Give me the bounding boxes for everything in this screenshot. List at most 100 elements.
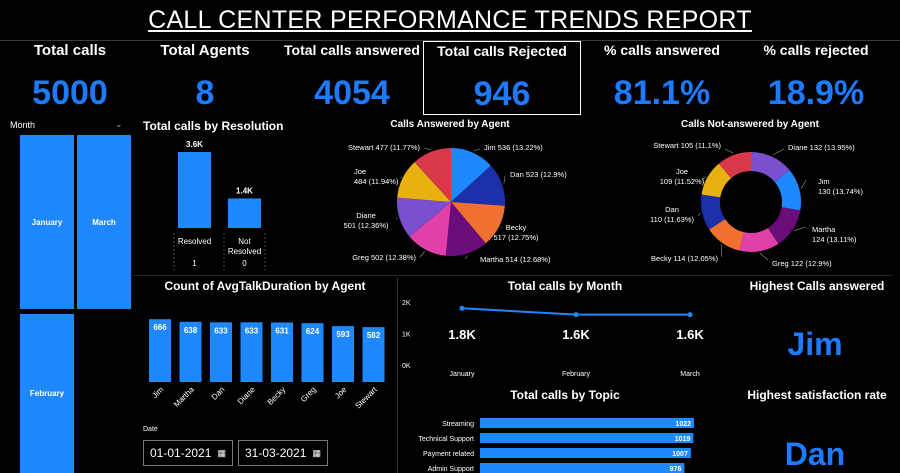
slice-label: 109 (11.52%)	[660, 177, 705, 186]
data-label: 1007	[672, 451, 688, 458]
pie-slice-becky	[709, 219, 744, 251]
category-label: Streaming	[442, 421, 474, 428]
kpi-label: Total calls	[33, 42, 107, 59]
calendar-icon[interactable]: ▦	[217, 447, 226, 458]
slice-label: Diane	[356, 211, 376, 220]
data-label: 976	[670, 466, 682, 473]
pie-slice-greg	[739, 227, 779, 252]
leader-line	[772, 148, 785, 156]
data-label: 1.8K	[448, 327, 476, 342]
data-label: 1022	[675, 421, 691, 428]
slice-label: Stewart 105 (11.1%)	[653, 141, 721, 150]
start-date-field[interactable]: 01-01-2021 ▦	[143, 440, 233, 466]
kpi-label: % calls rejected	[763, 42, 869, 58]
data-label: 633	[245, 326, 259, 335]
kpi-total-calls-answered[interactable]: Total calls answered 4054	[282, 40, 422, 118]
bar	[228, 198, 261, 228]
end-date-value: 31-03-2021	[245, 446, 307, 460]
calls-by-month-chart: 2K 1K 0K 1.8K January 1.6K February 1.6K March	[402, 300, 704, 378]
y-tick-label: 2K	[402, 300, 411, 307]
bar	[480, 433, 694, 443]
slice-label: Stewart 477 (11.77%)	[348, 143, 420, 152]
kpi-label: Total calls Rejected	[437, 43, 567, 59]
slice-label: Dan 523 (12.9%)	[510, 170, 567, 179]
data-point	[573, 312, 579, 318]
y-tick-label: 0K	[402, 363, 411, 370]
slice-label: 517 (12.75%)	[493, 233, 539, 242]
start-date-value: 01-01-2021	[150, 446, 212, 460]
slicer-item-january[interactable]: January	[20, 135, 74, 309]
highest-satisfaction-value: Dan	[784, 436, 846, 472]
data-label: 666	[153, 323, 167, 332]
talk-duration-title: Count of AvgTalkDuration by Agent	[164, 279, 366, 293]
data-label: 633	[214, 326, 228, 335]
bar	[149, 319, 171, 382]
report-title: CALL CENTER PERFORMANCE TRENDS REPORT	[148, 6, 752, 34]
kpi-total-agents[interactable]: Total Agents 8	[135, 40, 275, 118]
kpi-label: % calls answered	[604, 42, 720, 58]
category-label: Resolved	[228, 247, 261, 256]
pie-slice-joe	[701, 163, 732, 198]
pie-slice-dan	[451, 165, 505, 206]
bar	[210, 322, 232, 382]
calls-by-topic-title: Total calls by Topic	[510, 388, 620, 402]
data-label: 631	[275, 327, 289, 336]
calls-by-month-title: Total calls by Month	[507, 279, 623, 293]
resolution-title: Total calls by Resolution	[143, 119, 284, 133]
chevron-down-icon[interactable]: ⌄	[115, 119, 123, 129]
kpi-pct-answered[interactable]: % calls answered 81.1%	[592, 40, 732, 118]
kpi-total-calls-rejected[interactable]: Total calls Rejected 946	[423, 41, 581, 115]
bar	[271, 322, 293, 382]
kpi-value: 81.1%	[613, 74, 711, 112]
data-label: 1.6K	[562, 327, 590, 342]
pie-slice-jim	[451, 148, 491, 202]
category-label: Dan	[210, 385, 227, 402]
category-label: Resolved	[178, 237, 211, 246]
bar	[178, 152, 211, 228]
x-tick-label: March	[680, 371, 700, 378]
leader-line	[419, 251, 426, 258]
slice-label: Greg 122 (12.9%)	[772, 259, 832, 268]
kpi-pct-rejected[interactable]: % calls rejected 18.9%	[746, 40, 886, 118]
leader-line	[464, 255, 468, 260]
kpi-total-calls[interactable]: Total calls 5000	[0, 40, 138, 118]
category-label: Greg	[299, 385, 318, 404]
row-value: 1	[192, 259, 197, 268]
pie-slice-martha	[445, 202, 486, 256]
category-label: Becky	[266, 385, 288, 407]
highest-satisfaction-title: Highest satisfaction rate	[747, 388, 887, 402]
bar	[362, 327, 385, 382]
leader-line	[400, 177, 403, 179]
kpi-value: 946	[473, 75, 531, 113]
slicer-item-february[interactable]: February	[20, 314, 74, 473]
slice-label: 110 (11.63%)	[650, 215, 694, 224]
answered-pie-title: Calls Answered by Agent	[390, 119, 510, 130]
leader-line	[724, 148, 734, 154]
slicer-header: Month	[10, 120, 36, 130]
leader-line	[720, 244, 723, 258]
x-tick-label: January	[450, 371, 475, 378]
slice-label: 501 (12.36%)	[343, 221, 389, 230]
category-label: Payment related	[423, 451, 474, 458]
kpi-label: Total calls answered	[284, 42, 420, 58]
end-date-field[interactable]: 31-03-2021 ▦	[238, 440, 328, 466]
pie-slice-stewart	[718, 152, 751, 179]
category-label: Diane	[236, 385, 258, 407]
slicer-item-march[interactable]: March	[77, 135, 131, 309]
slice-label: Joe	[354, 167, 366, 176]
slice-label: Becky 114 (12.05%)	[651, 254, 718, 263]
leader-line	[701, 176, 706, 181]
bar	[240, 322, 263, 382]
leader-line	[697, 212, 701, 217]
data-label: 593	[336, 330, 350, 339]
slice-label: Becky	[506, 223, 527, 232]
slice-label: 484 (11.94%)	[354, 177, 399, 186]
slice-label: Diane 132 (13.95%)	[788, 143, 855, 152]
slice-label: Dan	[665, 205, 679, 214]
calendar-icon[interactable]: ▦	[312, 447, 321, 458]
pie-slice-jim	[774, 170, 801, 211]
slice-label: Martha	[812, 225, 836, 234]
data-point	[687, 312, 693, 318]
pie-slice-diane	[751, 152, 790, 183]
